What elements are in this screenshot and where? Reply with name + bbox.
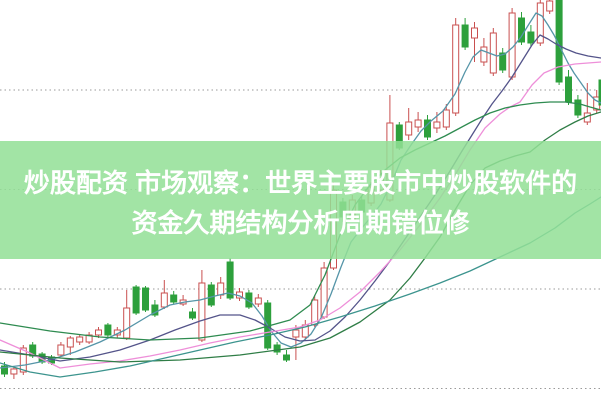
headline-line-1: 炒股配资 市场观察：世界主要股市中炒股软件的 (23, 168, 578, 198)
headline-banner: 炒股配资 市场观察：世界主要股市中炒股软件的 资金久期结构分析周期错位修 (0, 141, 601, 259)
headline-line-2: 资金久期结构分析周期错位修 (131, 208, 470, 238)
